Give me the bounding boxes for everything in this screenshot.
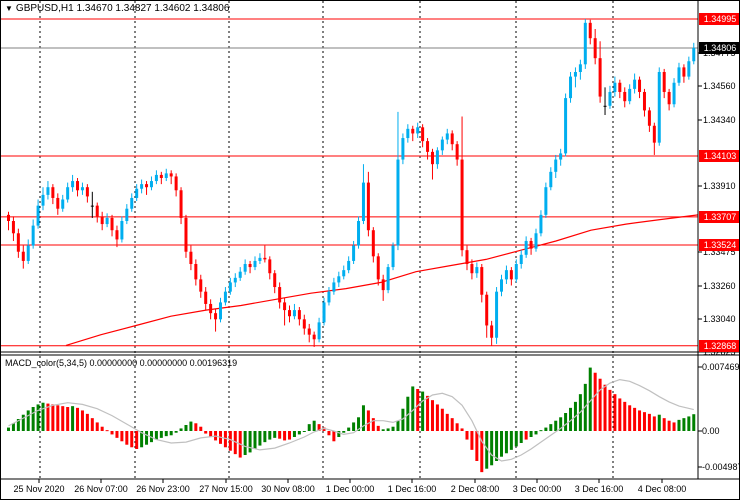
macd-indicator-label: MACD_color(5,34,5) 0.00000000 0.00000000… <box>5 358 238 368</box>
period-separator-lines <box>39 1 614 479</box>
x-tick-label: 27 Nov 15:00 <box>199 484 253 494</box>
macd-axis-zero: 0.00 <box>702 426 720 436</box>
horizontal-price-lines <box>1 18 698 347</box>
macd-axis-max: 0.0074696 <box>702 362 740 372</box>
symbol-dropdown-icon[interactable]: ▼ <box>5 4 13 13</box>
y-tick-label: 1.33910 <box>703 181 736 191</box>
y-tick-label: 1.33260 <box>703 281 736 291</box>
x-tick-label: 25 Nov 2020 <box>13 484 65 494</box>
x-tick-label: 1 Dec 00:00 <box>325 484 375 494</box>
symbol-ohlc-readout: GBPUSD,H1 1.34670 1.34827 1.34602 1.3480… <box>15 3 230 14</box>
y-tick-label: 1.33475 <box>703 247 736 257</box>
x-tick-label: 30 Nov 08:00 <box>261 484 315 494</box>
resistance-price-label: 1.34103 <box>699 150 739 162</box>
x-tick-label: 26 Nov 23:00 <box>136 484 190 494</box>
current-price-label: 1.34806 <box>699 42 739 54</box>
candlestick-layer <box>7 19 696 347</box>
macd-axis-min: -0.0049870 <box>702 462 739 472</box>
resistance-price-label: 1.34995 <box>699 13 739 25</box>
y-tick-label: 1.34340 <box>703 115 736 125</box>
x-tick-label: 26 Nov 07:00 <box>74 484 128 494</box>
support-price-label: 1.33524 <box>699 239 739 251</box>
x-tick-label: 4 Dec 08:00 <box>637 484 687 494</box>
support-price-label: 1.33707 <box>699 211 739 223</box>
axis-ticks <box>38 52 702 483</box>
y-tick-label: 1.33040 <box>703 314 736 324</box>
y-tick-label: 1.34560 <box>703 81 736 91</box>
y-tick-label: 1.32825 <box>703 347 736 357</box>
x-tick-label: 3 Dec 00:00 <box>512 484 562 494</box>
support-price-label: 1.32868 <box>699 340 739 352</box>
x-tick-label: 2 Dec 08:00 <box>450 484 500 494</box>
moving-average-line <box>65 214 699 346</box>
x-tick-label: 3 Dec 16:00 <box>574 484 624 494</box>
chart-header: ▼ GBPUSD,H1 1.34670 1.34827 1.34602 1.348… <box>5 3 229 14</box>
macd-histogram-layer <box>7 367 696 473</box>
x-tick-label: 1 Dec 16:00 <box>387 484 437 494</box>
macd-signal-line <box>8 378 694 462</box>
